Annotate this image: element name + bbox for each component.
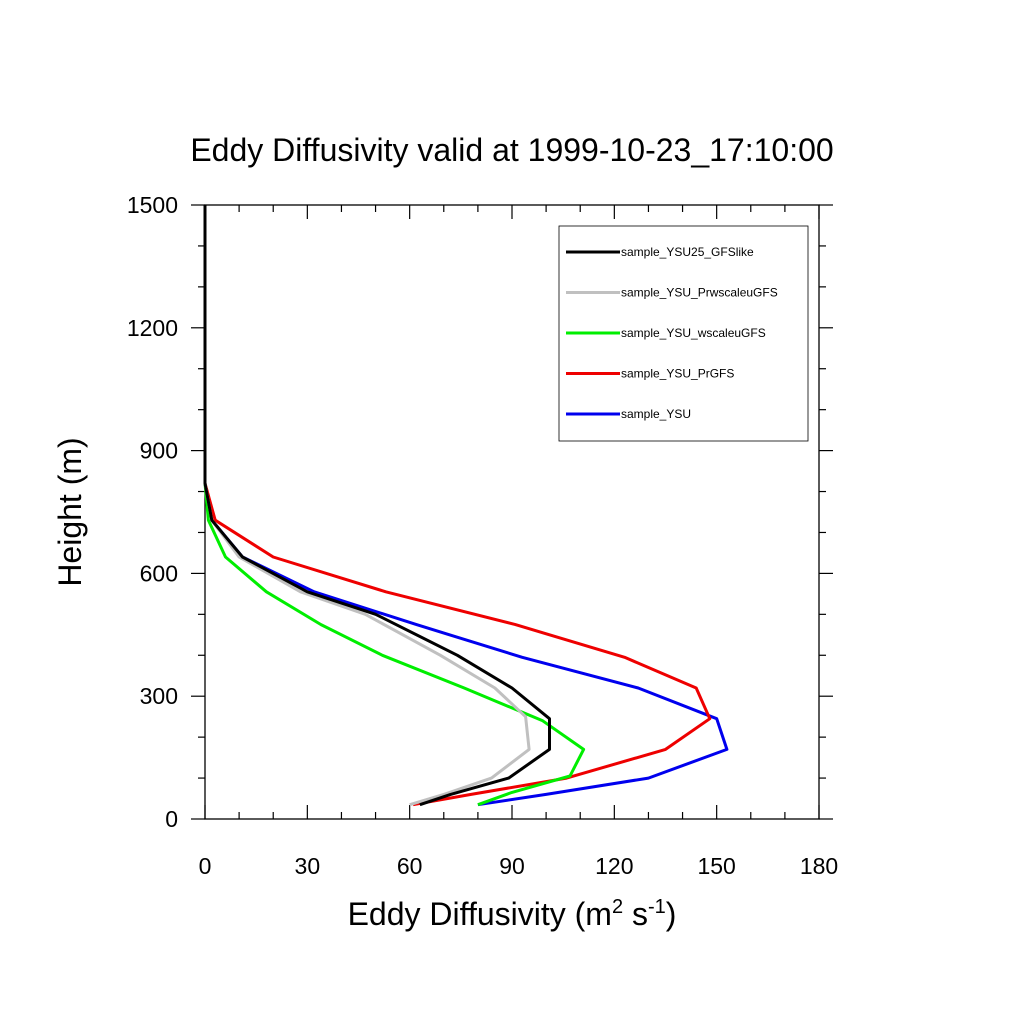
x-axis-label-end: ) [666, 896, 677, 932]
x-axis-label-sup1: 2 [612, 896, 623, 918]
x-tick-label: 30 [295, 853, 321, 879]
x-axis-label-sup2: -1 [648, 896, 666, 918]
x-tick-label: 60 [397, 853, 423, 879]
series-line-sample_YSU_PrwscaleuGFS [203, 205, 531, 807]
legend-label: sample_YSU [621, 407, 691, 421]
y-tick-label: 0 [165, 806, 178, 832]
series-lines [203, 205, 729, 807]
legend-label: sample_YSU_wscaleuGFS [621, 326, 766, 340]
series-line-sample_YSU_wscaleuGFS [203, 205, 586, 807]
legend-label: sample_YSU_PrGFS [621, 367, 734, 381]
x-axis-label-mid: s [623, 896, 648, 932]
legend: sample_YSU25_GFSlike sample_YSU_Prwscaleu… [558, 225, 809, 442]
y-tick-label: 600 [140, 560, 178, 586]
x-tick-label: 180 [800, 853, 838, 879]
y-tick-label: 300 [140, 683, 178, 709]
legend-label: sample_YSU_PrwscaleuGFS [621, 286, 778, 300]
y-tick-label: 1500 [127, 192, 178, 218]
axis-ticks [191, 204, 833, 820]
x-tick-label: 150 [697, 853, 735, 879]
series-line-sample_YSU25_GFSlike [203, 205, 551, 807]
tick-labels: 0 30 60 90 120 150 180 0 300 600 900 1200 1500 [127, 192, 838, 879]
x-tick-label: 0 [199, 853, 212, 879]
x-axis-label: Eddy Diffusivity (m2 s-1) [348, 896, 677, 932]
x-tick-label: 120 [595, 853, 633, 879]
x-axis-label-base: Eddy Diffusivity (m [348, 896, 612, 932]
y-tick-label: 900 [140, 438, 178, 464]
y-tick-label: 1200 [127, 315, 178, 341]
x-tick-label: 90 [499, 853, 525, 879]
y-axis-label: Height (m) [52, 437, 88, 586]
legend-label: sample_YSU25_GFSlike [621, 245, 754, 259]
chart-title: Eddy Diffusivity valid at 1999-10-23_17:… [190, 132, 833, 168]
